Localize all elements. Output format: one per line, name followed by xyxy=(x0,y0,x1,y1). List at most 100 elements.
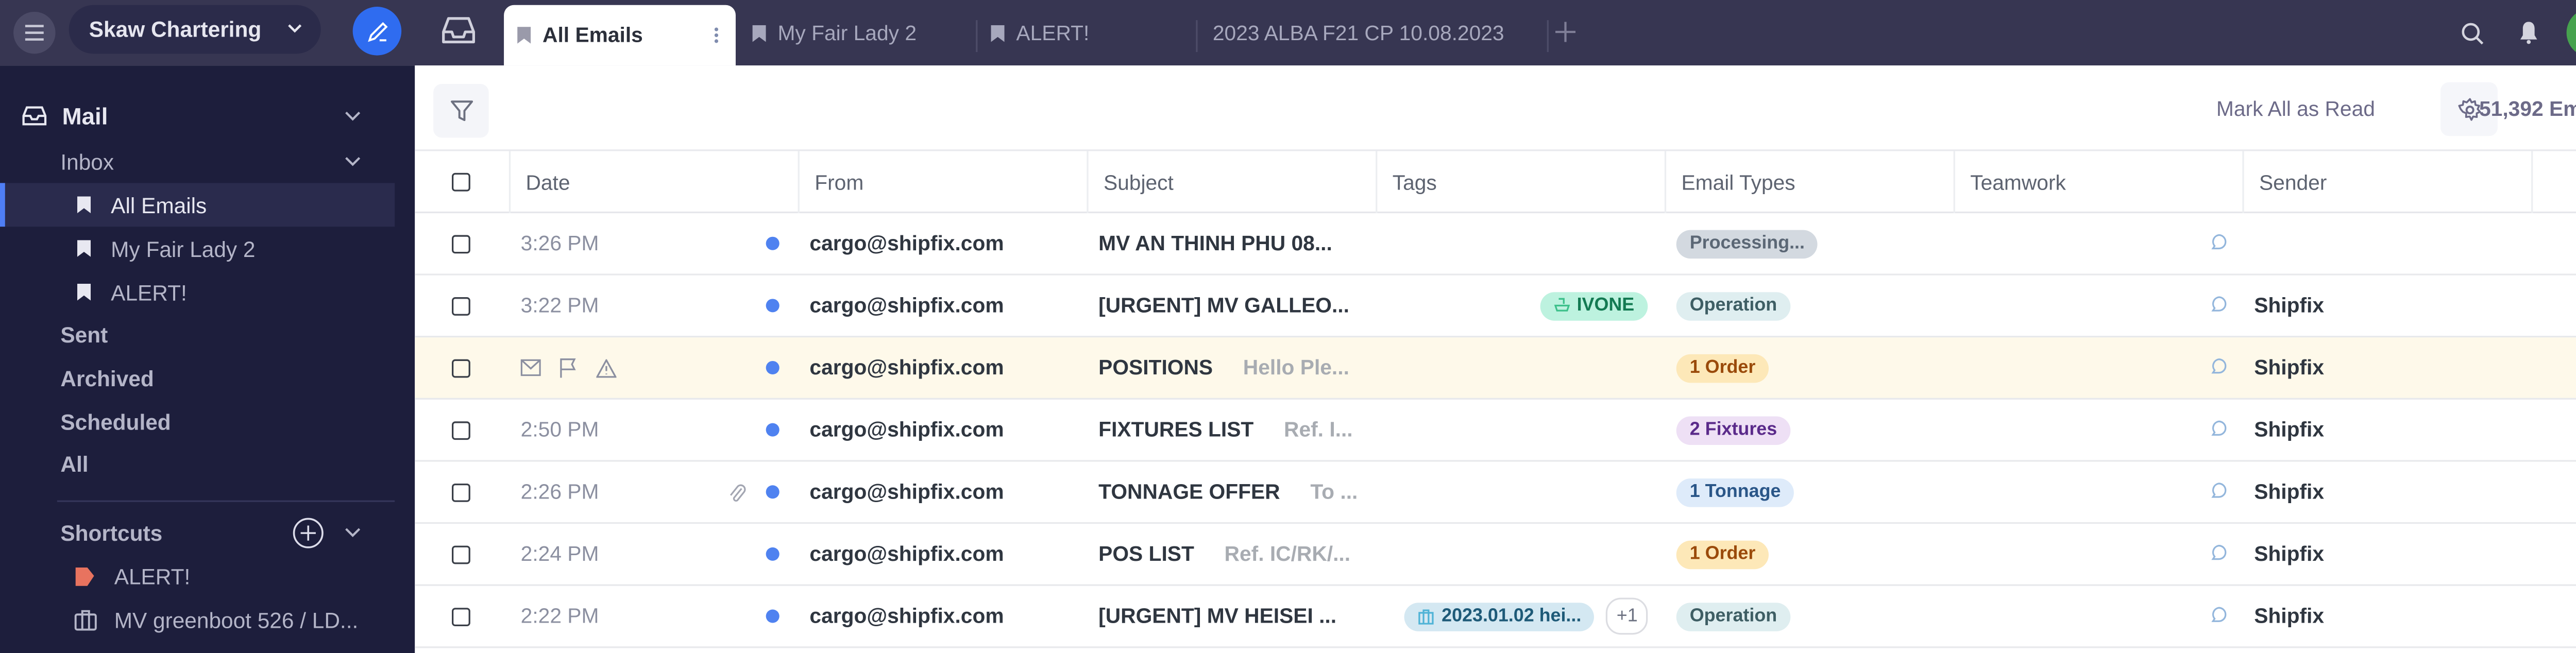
sidebar-item-all-emails[interactable]: All Emails xyxy=(0,183,395,227)
sidebar-label: ALERT! xyxy=(111,279,187,305)
email-type-pill[interactable]: 1 Tonnage xyxy=(1676,477,1794,506)
email-type-pill[interactable]: 1 Order xyxy=(1676,540,1769,569)
tab-all-emails[interactable]: All Emails xyxy=(504,5,736,66)
add-shortcut-icon[interactable] xyxy=(292,517,324,548)
add-tab-icon[interactable] xyxy=(1555,22,1576,42)
email-type-pill[interactable]: Operation xyxy=(1676,602,1791,631)
checkbox[interactable] xyxy=(451,607,470,626)
sidebar-item-archived[interactable]: Archived xyxy=(0,356,395,400)
column-tags[interactable]: Tags xyxy=(1376,151,1665,214)
sidebar-item-my-fair-lady-2[interactable]: My Fair Lady 2 xyxy=(0,227,395,270)
unread-indicator[interactable] xyxy=(766,462,779,522)
sidebar-label: Sent xyxy=(60,321,108,347)
unread-indicator[interactable] xyxy=(766,524,779,584)
table-row[interactable]: 3:26 PM cargo@shipfix.com MV AN THINH PHU … xyxy=(415,213,2576,276)
chevron-down-icon[interactable] xyxy=(344,525,361,539)
column-subject[interactable]: Subject xyxy=(1087,151,1376,214)
column-sender[interactable]: Sender xyxy=(2242,151,2531,214)
settings-button[interactable] xyxy=(2441,82,2498,136)
table-row[interactable]: 2:24 PM cargo@shipfix.com POS LIST Ref. IC/… xyxy=(415,524,2576,586)
bell-icon[interactable] xyxy=(2518,20,2539,45)
unread-dot xyxy=(766,547,779,561)
checkbox[interactable] xyxy=(451,420,470,439)
row-checkbox[interactable] xyxy=(451,213,470,273)
row-checkbox[interactable] xyxy=(451,462,470,522)
comment-icon[interactable] xyxy=(2210,420,2227,438)
table-row[interactable]: 2:26 PM cargo@shipfix.com TONNAGE OFFER To … xyxy=(415,462,2576,524)
compose-button[interactable] xyxy=(352,7,402,56)
column-from[interactable]: From xyxy=(798,151,1087,214)
row-checkbox[interactable] xyxy=(451,337,470,398)
table-row[interactable]: 2:50 PM cargo@shipfix.com FIXTURES LIST Ref… xyxy=(415,400,2576,462)
date-text: 2:26 PM xyxy=(520,480,599,504)
email-type-pill[interactable]: Operation xyxy=(1676,291,1791,320)
table-row[interactable]: 2:22 PM cargo@shipfix.com [URGENT] MV HEIS… xyxy=(415,586,2576,648)
checkbox[interactable] xyxy=(451,483,470,502)
unread-indicator[interactable] xyxy=(766,276,779,336)
checkbox[interactable] xyxy=(451,358,470,377)
mail-icon[interactable] xyxy=(520,359,541,376)
tag-icon xyxy=(74,565,95,587)
unread-indicator[interactable] xyxy=(766,400,779,460)
comment-icon[interactable] xyxy=(2210,357,2227,376)
tab-alert[interactable]: ALERT! xyxy=(977,0,1198,65)
bookmark-icon xyxy=(517,27,531,44)
bookmark-icon xyxy=(77,196,91,214)
workspace-selector[interactable]: Skaw Chartering xyxy=(69,5,321,54)
chevron-down-icon[interactable] xyxy=(344,109,361,123)
avatar[interactable]: RL xyxy=(2566,8,2576,57)
comment-icon[interactable] xyxy=(2210,482,2227,501)
row-checkbox[interactable] xyxy=(451,524,470,584)
shortcut-mv-greenboot[interactable]: MV greenboot 526 / LD... xyxy=(0,598,395,642)
sidebar-item-all[interactable]: All xyxy=(0,441,395,485)
row-checkbox[interactable] xyxy=(451,400,470,460)
table-row[interactable]: cargo@shipfix.com POSITIONS Hello Ple... 1 … xyxy=(415,337,2576,400)
sidebar-item-alert[interactable]: ALERT! xyxy=(0,270,395,314)
checkbox[interactable] xyxy=(451,234,470,253)
sidebar-item-sent[interactable]: Sent xyxy=(0,312,395,356)
column-date[interactable]: Date xyxy=(509,151,798,214)
column-teamwork[interactable]: Teamwork xyxy=(1953,151,2243,214)
row-checkbox[interactable] xyxy=(451,586,470,646)
column-actions xyxy=(2531,151,2576,214)
warning-icon[interactable] xyxy=(596,358,617,377)
comment-icon[interactable] xyxy=(2210,606,2227,625)
email-type-pill[interactable]: 1 Order xyxy=(1676,353,1769,382)
sidebar-shortcuts[interactable]: Shortcuts xyxy=(0,510,395,554)
mark-all-read-button[interactable]: Mark All as Read xyxy=(2216,97,2375,121)
unread-indicator[interactable] xyxy=(766,337,779,398)
tab-alba-cp[interactable]: 2023 ALBA F21 CP 10.08.2023 xyxy=(1198,0,1549,65)
comment-icon[interactable] xyxy=(2210,544,2227,562)
sidebar-inbox[interactable]: Inbox xyxy=(0,140,395,183)
select-all-checkbox[interactable] xyxy=(415,151,509,213)
menu-icon[interactable] xyxy=(13,11,56,54)
shortcut-alert[interactable]: ALERT! xyxy=(0,554,395,598)
chevron-down-icon[interactable] xyxy=(344,154,361,168)
filter-button[interactable] xyxy=(433,84,489,138)
more-vertical-icon[interactable] xyxy=(714,27,719,44)
unread-indicator[interactable] xyxy=(766,586,779,646)
search-icon[interactable] xyxy=(2461,21,2484,45)
table-row[interactable]: 3:22 PM cargo@shipfix.com [URGENT] MV GALL… xyxy=(415,276,2576,338)
sidebar-item-scheduled[interactable]: Scheduled xyxy=(0,400,395,443)
tag-pill[interactable]: IVONE xyxy=(1539,291,1648,320)
checkbox[interactable] xyxy=(451,544,470,563)
from-cell: cargo@shipfix.com xyxy=(809,231,1004,255)
email-type-pill[interactable]: Processing... xyxy=(1676,229,1819,258)
more-tags-badge[interactable]: +1 xyxy=(1606,597,1648,635)
column-email-types[interactable]: Email Types xyxy=(1664,151,1954,214)
flag-icon[interactable] xyxy=(560,357,578,378)
sidebar-mail[interactable]: Mail xyxy=(0,94,395,138)
tab-my-fair-lady-2[interactable]: My Fair Lady 2 xyxy=(739,0,978,65)
date-text: 2:24 PM xyxy=(520,542,599,566)
tag-pill[interactable]: 2023.01.02 hei... xyxy=(1404,602,1595,631)
comment-icon[interactable] xyxy=(2210,233,2227,252)
comment-icon[interactable] xyxy=(2210,296,2227,314)
unread-indicator[interactable] xyxy=(766,213,779,273)
row-checkbox[interactable] xyxy=(451,276,470,336)
date-text: 2:50 PM xyxy=(520,418,599,442)
sidebar-label: Archived xyxy=(60,365,154,390)
email-type-pill[interactable]: 2 Fixtures xyxy=(1676,415,1791,444)
checkbox[interactable] xyxy=(451,296,470,315)
inbox-icon[interactable] xyxy=(440,13,477,47)
